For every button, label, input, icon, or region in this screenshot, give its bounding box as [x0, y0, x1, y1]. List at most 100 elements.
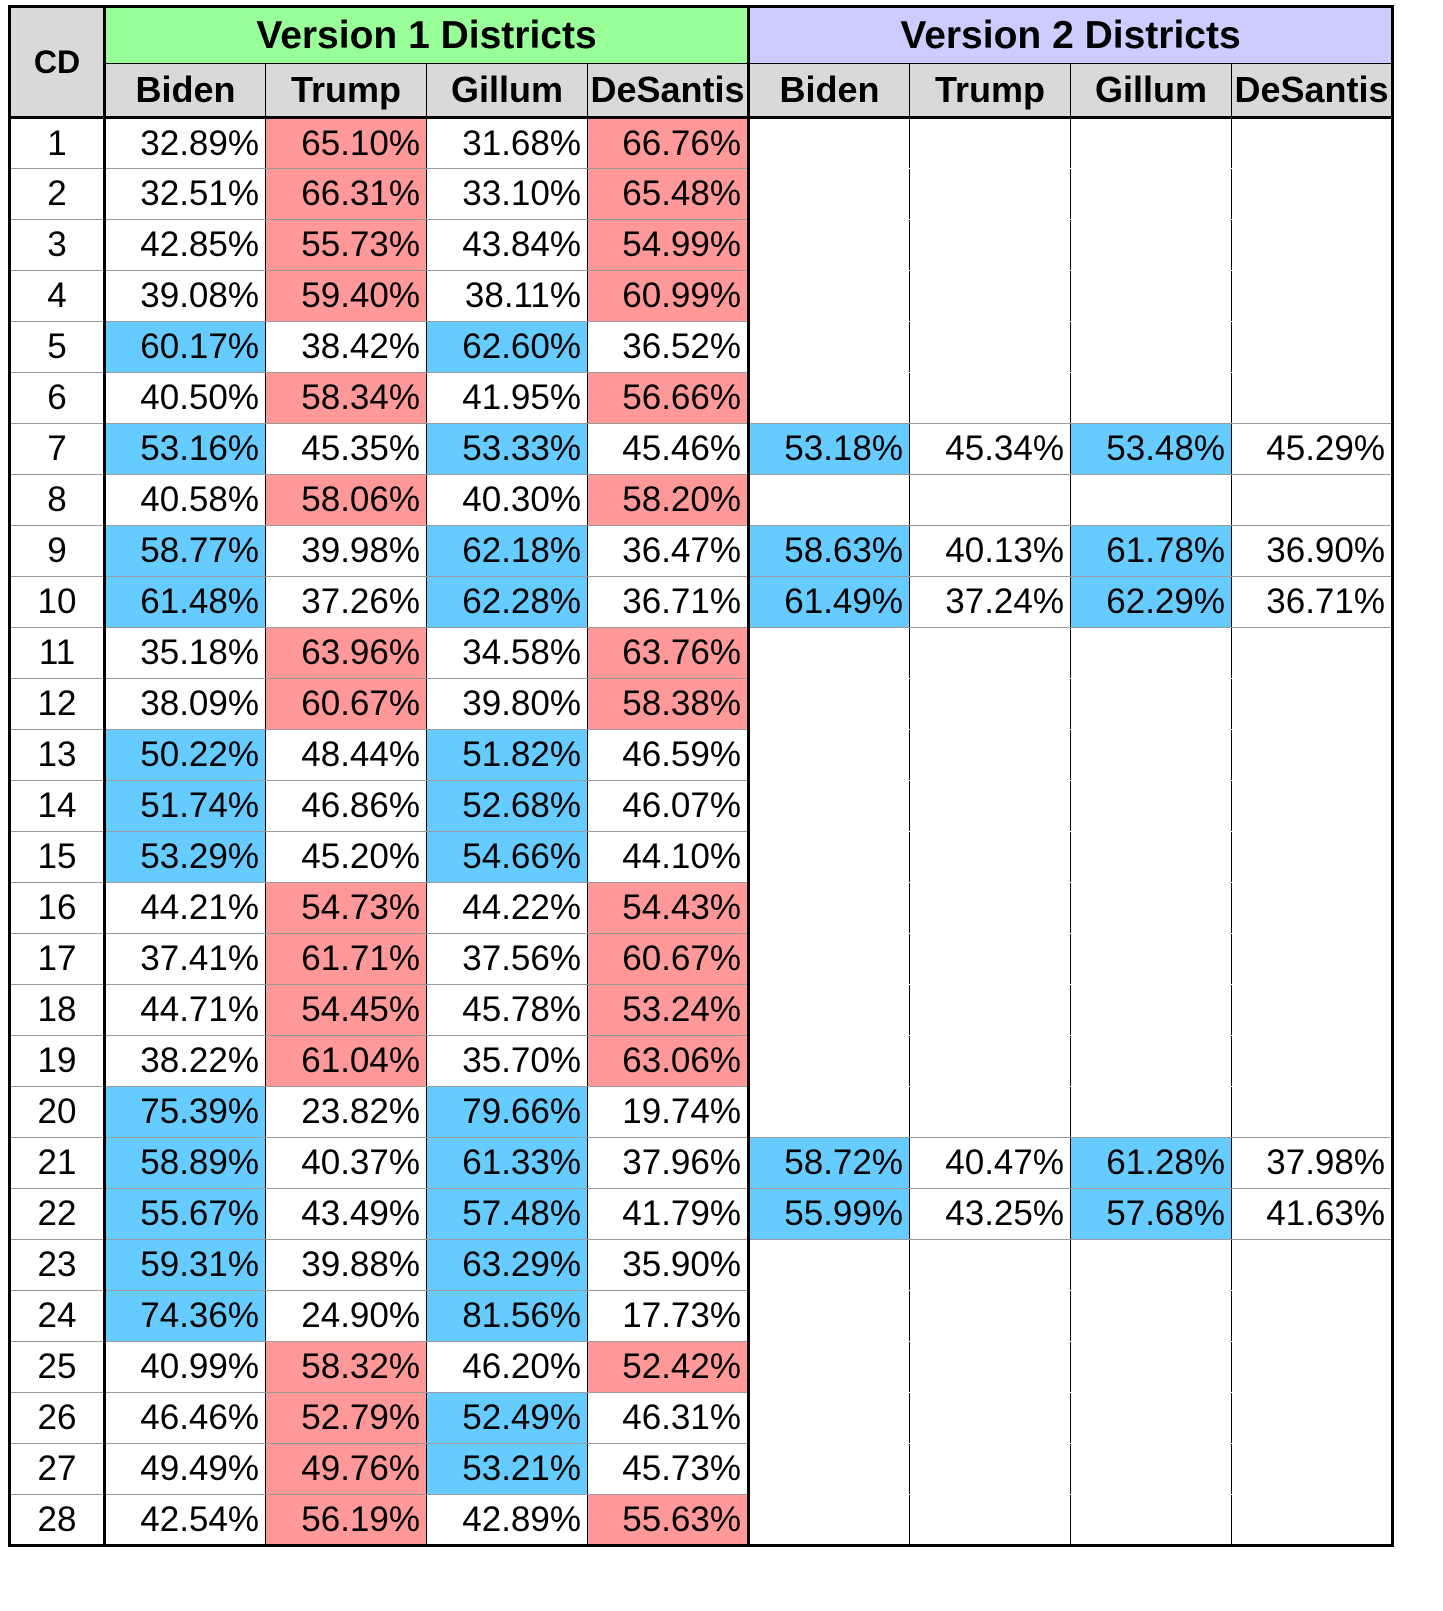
- district-number-cell: 9: [8, 525, 106, 577]
- v1-biden-cell: 60.17%: [104, 321, 266, 373]
- v2-trump-empty-cell: [909, 678, 1071, 730]
- v1-biden-cell: 38.09%: [104, 678, 266, 730]
- v1-gillum-cell: 53.33%: [426, 423, 588, 475]
- v1-gillum-cell: 79.66%: [426, 1086, 588, 1138]
- district-number-cell: 18: [8, 984, 106, 1036]
- table-body: 1 32.89% 65.10% 31.68% 66.76% 2 32.51% 66.31% 33…: [8, 116, 1394, 1547]
- v1-trump-header: Trump: [265, 63, 427, 118]
- v1-trump-cell: 55.73%: [265, 219, 427, 271]
- v1-trump-cell: 65.10%: [265, 116, 427, 169]
- v1-gillum-cell: 57.48%: [426, 1188, 588, 1240]
- v1-gillum-cell: 44.22%: [426, 882, 588, 934]
- v2-trump-empty-cell: [909, 474, 1071, 526]
- v1-gillum-cell: 31.68%: [426, 116, 588, 169]
- v2-desantis-cell: 37.98%: [1231, 1137, 1394, 1189]
- v1-biden-cell: 51.74%: [104, 780, 266, 832]
- v1-desantis-cell: 17.73%: [587, 1290, 750, 1342]
- v1-biden-cell: 32.51%: [104, 168, 266, 220]
- v1-biden-cell: 53.16%: [104, 423, 266, 475]
- v1-gillum-cell: 52.68%: [426, 780, 588, 832]
- v2-gillum-empty-cell: [1070, 1239, 1232, 1291]
- table-row: 15 53.29% 45.20% 54.66% 44.10%: [8, 831, 1394, 883]
- v2-desantis-empty-cell: [1231, 219, 1394, 271]
- v2-biden-empty-cell: [748, 116, 910, 169]
- v2-desantis-empty-cell: [1231, 1035, 1394, 1087]
- v1-biden-cell: 39.08%: [104, 270, 266, 322]
- v1-trump-cell: 60.67%: [265, 678, 427, 730]
- v1-desantis-cell: 63.76%: [587, 627, 750, 679]
- v1-trump-cell: 37.26%: [265, 576, 427, 628]
- v2-gillum-cell: 53.48%: [1070, 423, 1232, 475]
- v2-gillum-empty-cell: [1070, 831, 1232, 883]
- v1-gillum-cell: 61.33%: [426, 1137, 588, 1189]
- v2-gillum-empty-cell: [1070, 270, 1232, 322]
- v2-gillum-cell: 61.78%: [1070, 525, 1232, 577]
- version-2-group-header: Version 2 Districts: [748, 5, 1394, 64]
- v1-trump-cell: 48.44%: [265, 729, 427, 781]
- v1-biden-cell: 32.89%: [104, 116, 266, 169]
- district-number-cell: 5: [8, 321, 106, 373]
- table-row: 21 58.89% 40.37% 61.33% 37.96% 58.72% 40.47% 61…: [8, 1137, 1394, 1189]
- v1-desantis-cell: 46.59%: [587, 729, 750, 781]
- v1-desantis-cell: 19.74%: [587, 1086, 750, 1138]
- v1-biden-cell: 44.21%: [104, 882, 266, 934]
- district-number-cell: 21: [8, 1137, 106, 1189]
- v2-desantis-empty-cell: [1231, 321, 1394, 373]
- results-table: CD Version 1 Districts Version 2 Distric…: [8, 5, 1394, 1547]
- v2-trump-empty-cell: [909, 1494, 1071, 1547]
- v1-biden-cell: 53.29%: [104, 831, 266, 883]
- v2-gillum-empty-cell: [1070, 474, 1232, 526]
- v2-desantis-empty-cell: [1231, 1392, 1394, 1444]
- v2-gillum-empty-cell: [1070, 116, 1232, 169]
- v1-gillum-cell: 54.66%: [426, 831, 588, 883]
- v2-gillum-empty-cell: [1070, 1086, 1232, 1138]
- v1-biden-cell: 59.31%: [104, 1239, 266, 1291]
- district-number-cell: 27: [8, 1443, 106, 1495]
- v1-trump-cell: 61.04%: [265, 1035, 427, 1087]
- v2-biden-cell: 53.18%: [748, 423, 910, 475]
- v1-trump-cell: 23.82%: [265, 1086, 427, 1138]
- v2-trump-empty-cell: [909, 1086, 1071, 1138]
- table-row: 2 32.51% 66.31% 33.10% 65.48%: [8, 168, 1394, 220]
- v1-biden-cell: 58.77%: [104, 525, 266, 577]
- v2-trump-empty-cell: [909, 1341, 1071, 1393]
- district-number-cell: 6: [8, 372, 106, 424]
- v1-gillum-cell: 39.80%: [426, 678, 588, 730]
- v2-desantis-empty-cell: [1231, 882, 1394, 934]
- district-number-cell: 8: [8, 474, 106, 526]
- v1-gillum-cell: 62.28%: [426, 576, 588, 628]
- v2-biden-empty-cell: [748, 627, 910, 679]
- v1-desantis-cell: 53.24%: [587, 984, 750, 1036]
- v2-gillum-empty-cell: [1070, 1392, 1232, 1444]
- v2-gillum-empty-cell: [1070, 372, 1232, 424]
- v2-desantis-empty-cell: [1231, 780, 1394, 832]
- v1-trump-cell: 54.73%: [265, 882, 427, 934]
- v1-gillum-cell: 63.29%: [426, 1239, 588, 1291]
- v1-biden-cell: 40.58%: [104, 474, 266, 526]
- v2-trump-cell: 40.47%: [909, 1137, 1071, 1189]
- v2-biden-empty-cell: [748, 780, 910, 832]
- table-row: 14 51.74% 46.86% 52.68% 46.07%: [8, 780, 1394, 832]
- v2-trump-empty-cell: [909, 372, 1071, 424]
- v1-trump-cell: 59.40%: [265, 270, 427, 322]
- v2-gillum-empty-cell: [1070, 882, 1232, 934]
- v2-gillum-empty-cell: [1070, 933, 1232, 985]
- v2-desantis-empty-cell: [1231, 678, 1394, 730]
- table-row: 24 74.36% 24.90% 81.56% 17.73%: [8, 1290, 1394, 1342]
- v2-biden-empty-cell: [748, 372, 910, 424]
- table-row: 26 46.46% 52.79% 52.49% 46.31%: [8, 1392, 1394, 1444]
- district-number-cell: 20: [8, 1086, 106, 1138]
- v1-desantis-cell: 44.10%: [587, 831, 750, 883]
- v2-trump-empty-cell: [909, 882, 1071, 934]
- v1-trump-cell: 58.32%: [265, 1341, 427, 1393]
- district-number-cell: 7: [8, 423, 106, 475]
- v2-desantis-empty-cell: [1231, 1086, 1394, 1138]
- district-number-cell: 1: [8, 116, 106, 169]
- district-number-cell: 10: [8, 576, 106, 628]
- table-row: 17 37.41% 61.71% 37.56% 60.67%: [8, 933, 1394, 985]
- v2-biden-cell: 55.99%: [748, 1188, 910, 1240]
- v2-desantis-header: DeSantis: [1231, 63, 1394, 118]
- district-number-cell: 19: [8, 1035, 106, 1087]
- v2-biden-header: Biden: [748, 63, 910, 118]
- table-row: 11 35.18% 63.96% 34.58% 63.76%: [8, 627, 1394, 679]
